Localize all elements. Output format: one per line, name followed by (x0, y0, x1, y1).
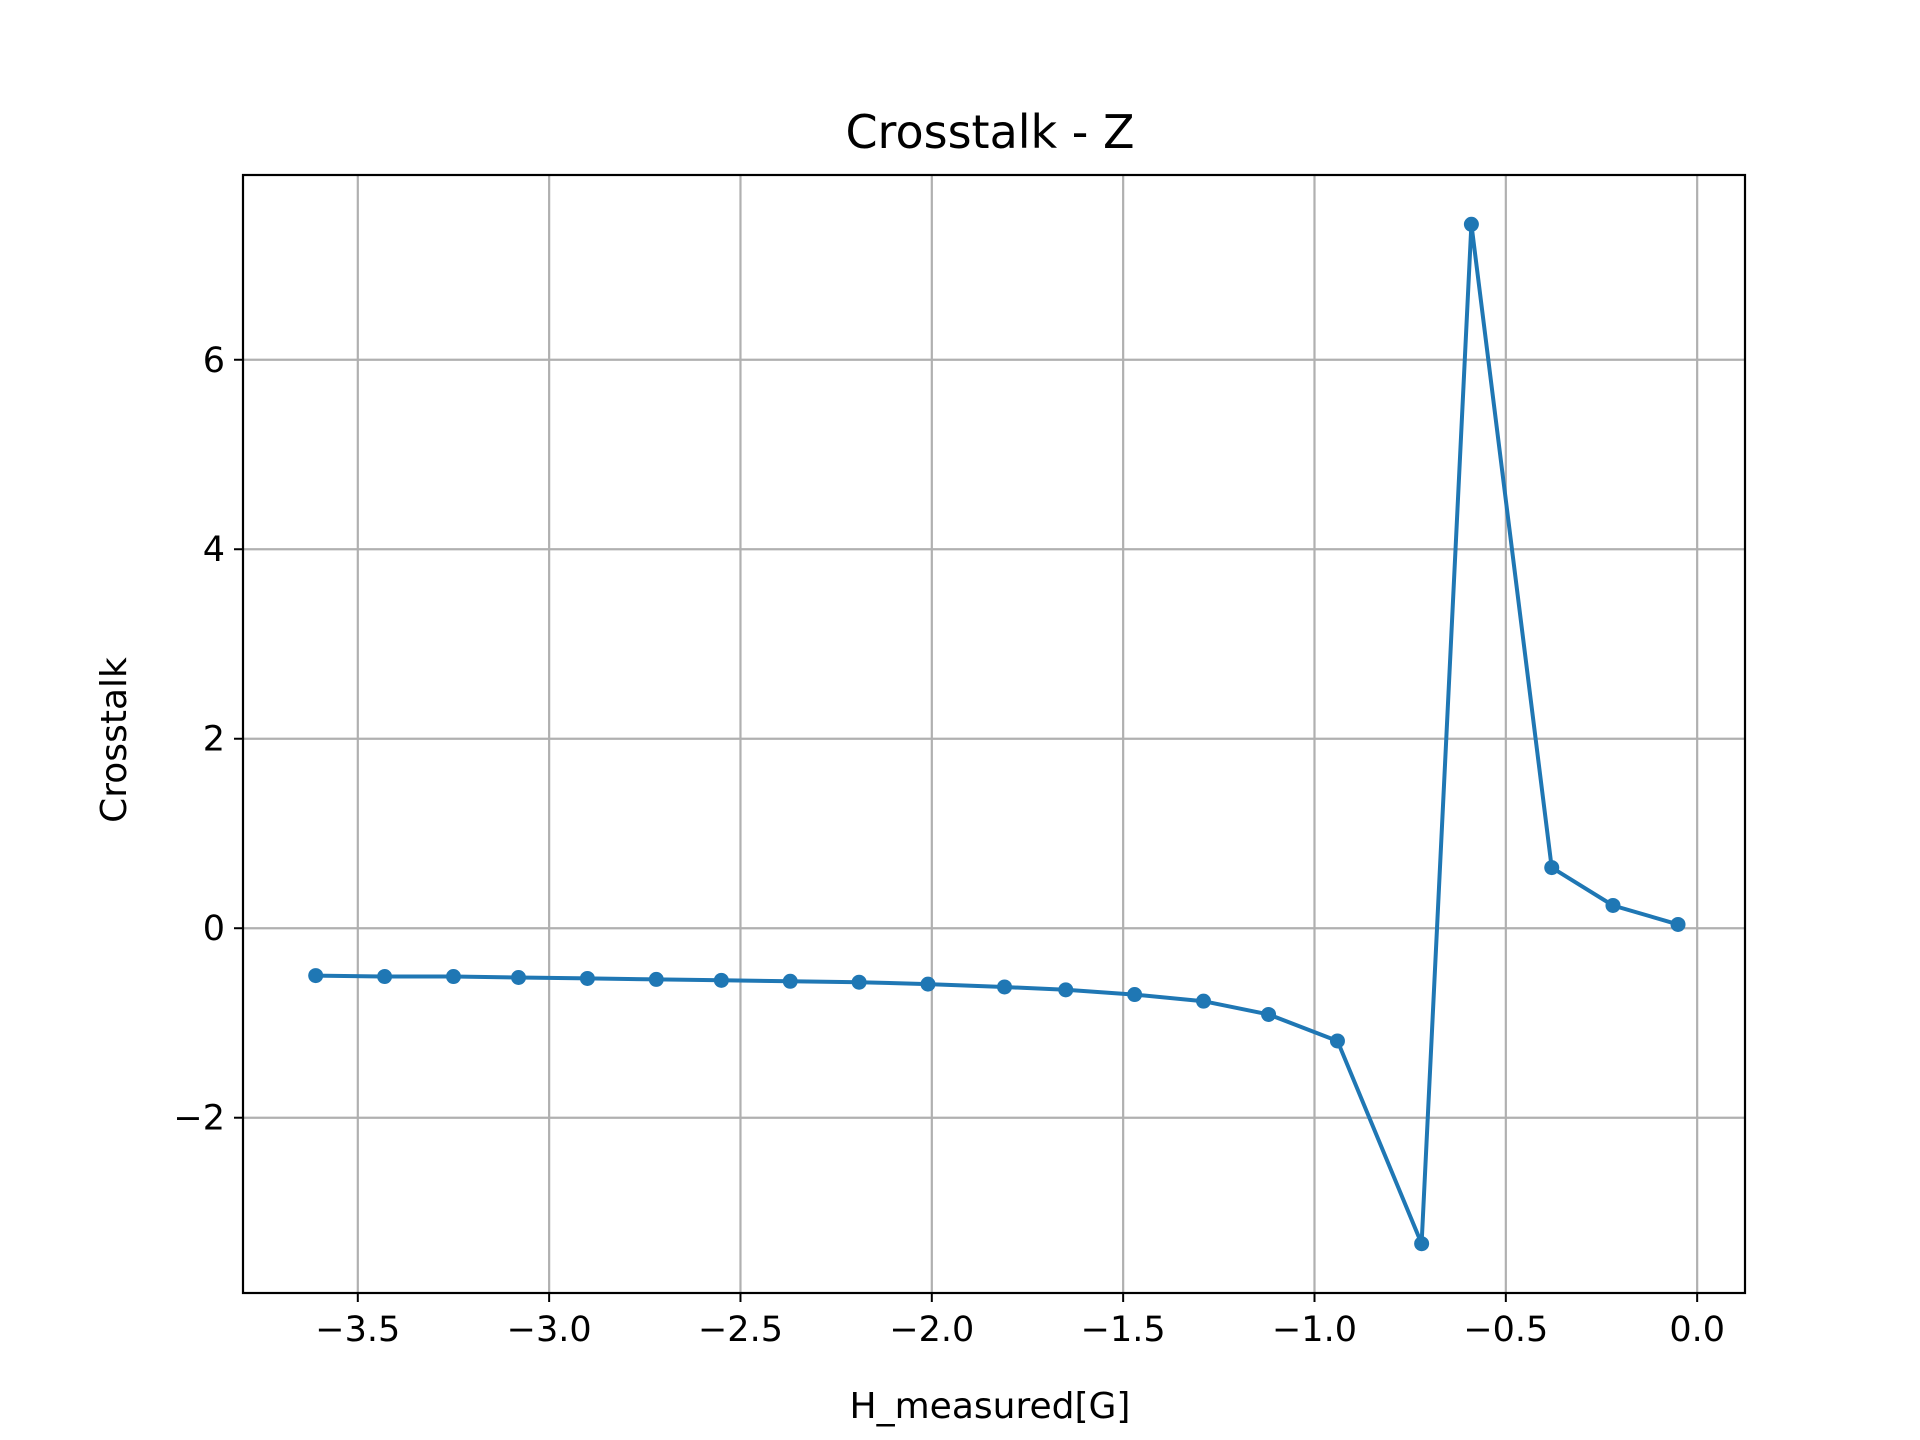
data-point (308, 968, 324, 984)
y-tick-label: −2 (173, 1099, 225, 1139)
x-tick-label: 0.0 (1669, 1310, 1725, 1350)
x-axis-label: H_measured[G] (850, 1386, 1131, 1427)
y-tick-label: 6 (203, 341, 225, 381)
data-point (1463, 216, 1479, 232)
data-point (1058, 982, 1074, 998)
data-point (713, 972, 729, 988)
y-tick-label: 4 (203, 530, 225, 570)
x-tick-label: −3.0 (507, 1310, 592, 1350)
plot-frame (241, 173, 1747, 1295)
x-tick-label: −0.5 (1463, 1310, 1548, 1350)
data-point (511, 969, 527, 985)
data-point (782, 973, 798, 989)
data-point (851, 974, 867, 990)
x-tick-label: −2.5 (698, 1310, 783, 1350)
data-point (1605, 897, 1621, 913)
x-tick-label: −1.5 (1081, 1310, 1166, 1350)
data-point (579, 970, 595, 986)
ticks: −3.5 −3.0 −2.5 −2.0 −1.5 −1.0 −0.5 0.0 −2 0 2 4 6 (173, 341, 1725, 1350)
y-tick-label: 0 (203, 909, 225, 949)
data-point (1196, 993, 1212, 1009)
data-point (1544, 860, 1560, 876)
x-tick-label: −1.0 (1272, 1310, 1357, 1350)
data-point (920, 976, 936, 992)
data-point (377, 969, 393, 985)
x-tick-label: −2.0 (889, 1310, 974, 1350)
y-tick-label: 2 (203, 720, 225, 760)
data-point (445, 969, 461, 985)
data-point (1329, 1033, 1345, 1049)
data-point (1670, 916, 1686, 932)
data-point (1414, 1236, 1430, 1252)
x-tick-label: −3.5 (315, 1310, 400, 1350)
data-point (1127, 987, 1143, 1003)
series-layer (308, 216, 1686, 1252)
data-point (1261, 1006, 1277, 1022)
chart-title: Crosstalk - Z (845, 105, 1134, 159)
data-point (997, 979, 1013, 995)
grid (243, 175, 1745, 1293)
y-axis-label: Crosstalk (94, 657, 135, 823)
data-point (648, 971, 664, 987)
